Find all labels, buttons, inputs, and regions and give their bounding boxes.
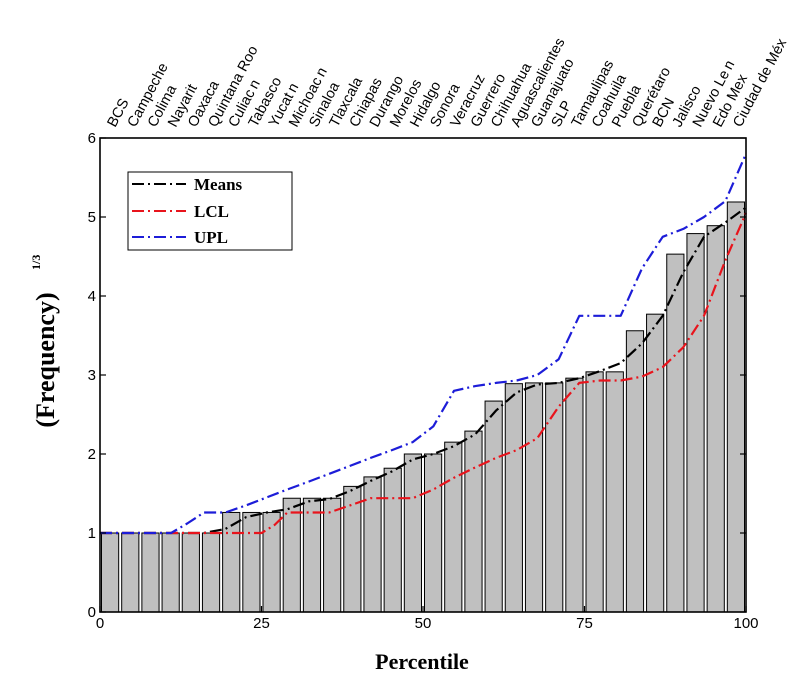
y-tick-label: 1 [88, 525, 96, 542]
x-tick-label: 0 [96, 615, 104, 632]
legend-label-lcl: LCL [194, 202, 229, 221]
series-line-lcl [100, 212, 748, 535]
x-axis-title: Percentile [375, 649, 469, 674]
bar-19 [464, 430, 483, 613]
x-tick-label: 50 [415, 615, 432, 632]
bar-7 [222, 511, 241, 613]
bar-32 [726, 201, 745, 613]
y-tick-label: 0 [88, 604, 96, 621]
bar-15 [383, 467, 402, 613]
bar-9 [262, 511, 281, 613]
bar-10 [282, 497, 301, 613]
y-axis-exponent: 1/3 [29, 255, 43, 270]
bar-22 [524, 382, 544, 613]
bar-30 [686, 233, 705, 613]
bar-26 [605, 371, 624, 613]
y-tick-label: 3 [88, 367, 96, 384]
y-axis-title-group: (Frequency) [31, 292, 60, 427]
bar-3 [141, 532, 160, 613]
y-tick-label: 5 [88, 209, 96, 226]
y-tick-label: 4 [88, 288, 96, 305]
y-tick-label: 2 [88, 446, 96, 463]
bar-28 [646, 313, 665, 613]
bar-27 [625, 330, 645, 613]
legend-label-means: Means [194, 175, 243, 194]
series-line-means [100, 206, 747, 535]
bar-21 [504, 383, 523, 613]
y-tick-label: 6 [88, 130, 96, 147]
lines-layer [100, 153, 748, 535]
legend-label-upl: UPL [194, 228, 228, 247]
bar-17 [424, 453, 443, 613]
bar-31 [706, 225, 725, 613]
bar-12 [323, 497, 342, 613]
legend: Means LCL UPL [127, 171, 293, 251]
bar-13 [343, 485, 362, 613]
bar-5 [181, 532, 200, 613]
x-tick-label: 25 [253, 615, 270, 632]
bar-23 [545, 382, 564, 613]
bar-25 [585, 371, 604, 613]
bar-8 [242, 511, 261, 613]
y-axis-title: (Frequency) [31, 292, 60, 427]
x-tick-label: 100 [733, 615, 758, 632]
bar-4 [161, 532, 180, 613]
bar-1 [101, 532, 120, 613]
bar-29 [666, 253, 685, 613]
bar-6 [201, 532, 221, 613]
x-tick-label: 75 [576, 615, 593, 632]
ticks-layer: 0 1 2 3 4 5 6 0 25 50 75 100 [88, 130, 759, 632]
bar-24 [565, 377, 584, 613]
bar-11 [302, 497, 322, 613]
bar-2 [121, 532, 140, 613]
bar-18 [444, 441, 463, 613]
bar-20 [484, 400, 503, 613]
bar-16 [403, 453, 422, 613]
series-line-upl [100, 153, 748, 535]
bars-layer [101, 201, 745, 613]
